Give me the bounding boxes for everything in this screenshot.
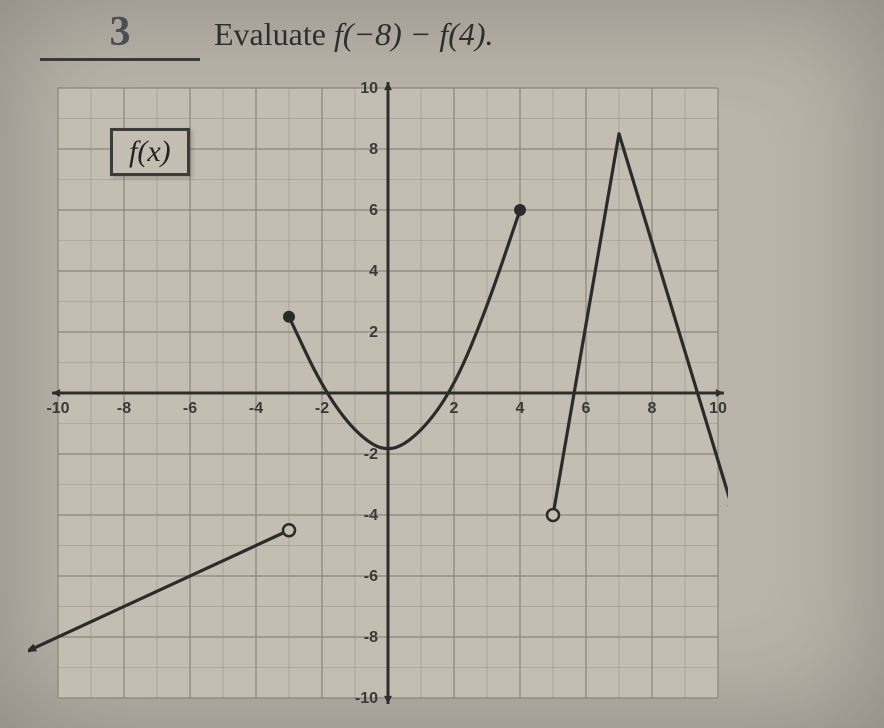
graph: -10 -8 -6 -4 -2 2 4 6 8 10 10 8 6 4 2 -2 -4 -6 -8 -10 f(x)	[28, 78, 728, 718]
svg-text:2: 2	[450, 400, 459, 417]
svg-text:-8: -8	[364, 629, 378, 646]
svg-text:-10: -10	[46, 400, 69, 417]
function-label: f(x)	[129, 135, 171, 168]
question-number-blank: 3	[40, 8, 200, 61]
svg-text:6: 6	[582, 400, 591, 417]
svg-text:10: 10	[360, 80, 378, 97]
question-row: 3 Evaluate f(−8) − f(4).	[40, 8, 864, 61]
svg-text:10: 10	[709, 400, 727, 417]
svg-text:-6: -6	[364, 568, 378, 585]
svg-text:-4: -4	[364, 507, 378, 524]
svg-text:-6: -6	[183, 400, 197, 417]
svg-text:8: 8	[369, 141, 378, 158]
svg-text:4: 4	[516, 400, 525, 417]
svg-text:6: 6	[369, 202, 378, 219]
page: 3 Evaluate f(−8) − f(4). -10 -8 -6 -4 -2 2 4 6 8…	[0, 0, 884, 728]
question-number: 3	[110, 9, 131, 55]
svg-text:-2: -2	[364, 446, 378, 463]
svg-text:-2: -2	[315, 400, 329, 417]
question-prefix: Evaluate	[214, 16, 334, 52]
svg-text:2: 2	[369, 324, 378, 341]
question-text: Evaluate f(−8) − f(4).	[214, 16, 494, 53]
svg-text:-8: -8	[117, 400, 131, 417]
svg-text:-10: -10	[355, 690, 378, 707]
svg-text:8: 8	[648, 400, 657, 417]
svg-text:4: 4	[369, 263, 378, 280]
svg-text:-4: -4	[249, 400, 263, 417]
question-expression: f(−8) − f(4).	[334, 16, 494, 52]
function-label-box: f(x)	[110, 128, 190, 176]
